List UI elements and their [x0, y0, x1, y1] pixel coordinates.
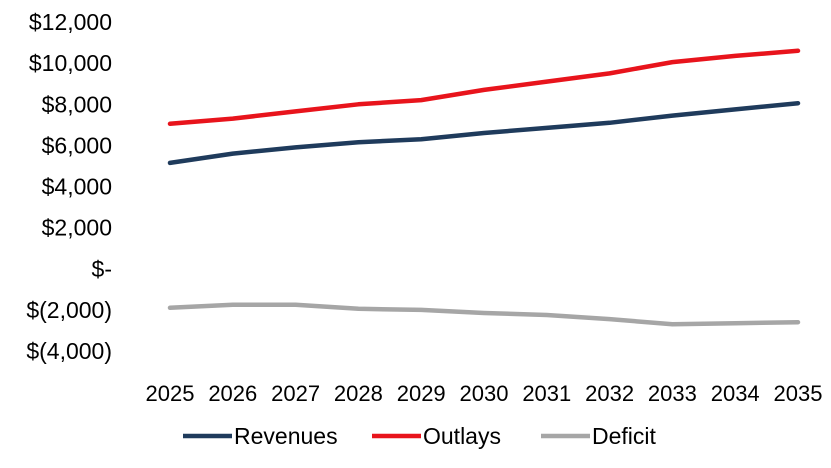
series-line-revenues	[167, 100, 801, 166]
y-tick-label: $(2,000)	[26, 297, 112, 323]
y-tick-label: $(4,000)	[26, 338, 112, 364]
legend-item-deficit: Deficit	[541, 423, 657, 449]
series-line-deficit	[167, 302, 801, 327]
x-tick-label: 2027	[271, 381, 320, 406]
x-tick-label: 2029	[397, 381, 446, 406]
x-tick-label: 2026	[208, 381, 257, 406]
legend-label: Outlays	[423, 423, 501, 449]
y-tick-label: $2,000	[42, 215, 112, 241]
x-tick-label: 2033	[648, 381, 697, 406]
y-tick-label: $6,000	[42, 132, 112, 158]
series-line-outlays	[167, 48, 801, 127]
y-tick-label: $12,000	[29, 9, 112, 35]
x-tick-label: 2031	[522, 381, 571, 406]
x-tick-label: 2032	[585, 381, 634, 406]
y-tick-label: $-	[92, 256, 112, 282]
x-tick-label: 2034	[711, 381, 760, 406]
x-tick-label: 2030	[460, 381, 509, 406]
legend-item-outlays: Outlays	[372, 423, 501, 449]
y-axis-tick-labels: $12,000 $10,000 $8,000 $6,000 $4,000 $2,000 $-…	[26, 9, 112, 364]
x-tick-label: 2028	[334, 381, 383, 406]
legend-item-revenues: Revenues	[183, 423, 338, 449]
x-tick-label: 2025	[146, 381, 195, 406]
y-tick-label: $8,000	[42, 91, 112, 117]
legend-label: Deficit	[592, 423, 657, 449]
y-tick-label: $10,000	[29, 50, 112, 76]
legend: Revenues Outlays Deficit	[183, 423, 657, 449]
y-tick-label: $4,000	[42, 174, 112, 200]
legend-label: Revenues	[234, 423, 338, 449]
x-tick-label: 2035	[774, 381, 823, 406]
x-axis-tick-labels: 2025 2026 2027 2028 2029 2030 2031 2032 2033 2034…	[146, 381, 823, 406]
series-lines	[167, 48, 801, 327]
